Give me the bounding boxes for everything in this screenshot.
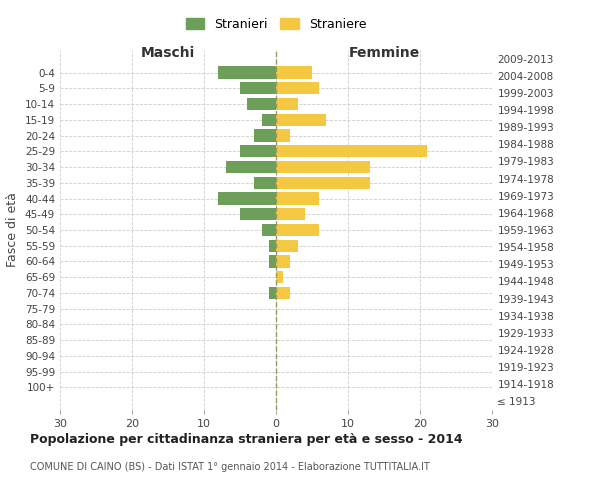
Bar — [276, 192, 319, 204]
Bar — [276, 114, 326, 126]
Text: Femmine: Femmine — [349, 46, 419, 60]
Bar — [254, 130, 276, 141]
Bar — [276, 287, 290, 299]
Bar — [240, 82, 276, 94]
Legend: Stranieri, Straniere: Stranieri, Straniere — [182, 14, 370, 34]
Bar — [276, 98, 298, 110]
Bar — [254, 176, 276, 189]
Bar — [276, 176, 370, 189]
Bar — [262, 224, 276, 236]
Bar — [240, 208, 276, 220]
Text: Maschi: Maschi — [141, 46, 195, 60]
Text: COMUNE DI CAINO (BS) - Dati ISTAT 1° gennaio 2014 - Elaborazione TUTTITALIA.IT: COMUNE DI CAINO (BS) - Dati ISTAT 1° gen… — [30, 462, 430, 472]
Bar — [276, 145, 427, 158]
Bar — [218, 192, 276, 204]
Bar — [269, 256, 276, 268]
Bar — [276, 224, 319, 236]
Bar — [269, 287, 276, 299]
Y-axis label: Fasce di età: Fasce di età — [7, 192, 19, 268]
Bar — [226, 161, 276, 173]
Bar — [276, 208, 305, 220]
Bar — [276, 240, 298, 252]
Bar — [276, 66, 312, 78]
Bar — [218, 66, 276, 78]
Bar — [247, 98, 276, 110]
Bar — [276, 271, 283, 283]
Bar — [269, 240, 276, 252]
Bar — [240, 145, 276, 158]
Bar — [276, 130, 290, 141]
Bar — [262, 114, 276, 126]
Bar — [276, 256, 290, 268]
Bar — [276, 161, 370, 173]
Text: Popolazione per cittadinanza straniera per età e sesso - 2014: Popolazione per cittadinanza straniera p… — [30, 432, 463, 446]
Bar — [276, 82, 319, 94]
